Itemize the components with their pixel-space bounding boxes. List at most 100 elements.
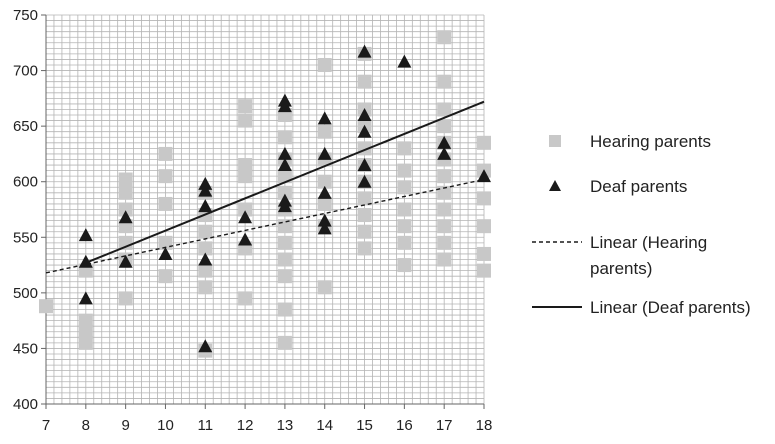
hearing-parents-point	[39, 299, 53, 314]
linear-deaf-parents-line	[85, 100, 485, 264]
deaf-parents-point	[357, 44, 372, 58]
hearing-parents-point	[238, 99, 253, 114]
hearing-parents-point	[238, 169, 253, 184]
y-tick-label: 450	[13, 340, 38, 357]
hearing-parents-point	[238, 158, 253, 173]
hearing-parents-point	[317, 124, 332, 139]
hearing-parents-point	[437, 202, 452, 217]
x-tick-label: 8	[82, 417, 90, 434]
x-tick-label: 15	[356, 417, 373, 434]
hearing-parents-point	[277, 335, 292, 350]
deaf-parents-point	[317, 185, 332, 199]
deaf-parents-point	[198, 199, 213, 213]
deaf-parents-point	[198, 252, 213, 266]
hearing-parents-point	[158, 196, 173, 211]
hearing-parents-point	[238, 113, 253, 128]
deaf-parents-point	[437, 135, 452, 149]
deaf-parents-point	[78, 254, 93, 268]
hearing-parents-point	[158, 269, 173, 284]
hearing-parents-point	[158, 169, 173, 184]
hearing-parents-point	[437, 252, 452, 267]
linear-hearing-parents-line	[45, 178, 485, 274]
grid	[45, 14, 485, 405]
y-tick-label: 600	[13, 174, 38, 191]
hearing-parents-point	[477, 263, 491, 278]
x-tick-label: 14	[316, 417, 333, 434]
x-tick-label: 7	[42, 417, 50, 434]
x-tick-label: 12	[237, 417, 254, 434]
hearing-parents-point	[437, 102, 452, 117]
y-tick-label: 500	[13, 285, 38, 302]
deaf-parents-point	[238, 232, 253, 246]
hearing-parents-point	[317, 174, 332, 189]
deaf-parents-point	[397, 54, 412, 68]
deaf-parents-point	[198, 176, 213, 190]
hearing-parents-point	[277, 269, 292, 284]
hearing-parents-point	[437, 169, 452, 184]
hearing-parents-point	[357, 224, 372, 239]
legend-label: parents)	[590, 259, 652, 278]
deaf-parents-point	[357, 124, 372, 138]
x-tick-label: 16	[396, 417, 413, 434]
x-tick-label: 11	[197, 417, 213, 434]
hearing-parents-point	[277, 235, 292, 250]
hearing-parents-point	[477, 246, 491, 261]
hearing-parents-point	[397, 235, 412, 250]
hearing-parents-point	[277, 302, 292, 317]
hearing-parents-point	[437, 30, 452, 45]
legend-label: Hearing parents	[590, 132, 711, 151]
y-tick-label: 400	[13, 396, 38, 413]
hearing-parents-point	[357, 208, 372, 223]
hearing-parents-point	[397, 180, 412, 195]
hearing-parents-point	[238, 202, 253, 217]
deaf-parents-point	[78, 291, 93, 305]
hearing-parents-point	[118, 172, 133, 187]
axes	[41, 14, 485, 409]
y-tick-label: 550	[13, 229, 38, 246]
hearing-parents-point	[397, 202, 412, 217]
hearing-parents-point	[158, 235, 173, 250]
deaf-parents-point	[198, 339, 213, 353]
hearing-parents-point	[118, 291, 133, 306]
deaf-parents-point	[357, 174, 372, 188]
y-tick-label: 650	[13, 118, 38, 135]
deaf-parents-point	[118, 254, 133, 268]
hearing-parents-point	[357, 191, 372, 206]
hearing-parents-point	[78, 335, 93, 350]
deaf-parents-point	[477, 169, 491, 183]
y-tick-labels: 400 450 500 550 600 650 700 750	[13, 7, 38, 413]
x-tick-label: 10	[157, 417, 174, 434]
legend-label: Linear (Hearing	[590, 233, 707, 252]
hearing-parents-point	[277, 219, 292, 234]
hearing-parents-point	[397, 163, 412, 178]
hearing-parents-point	[357, 241, 372, 256]
deaf-parents-point	[198, 183, 213, 197]
x-tick-label: 17	[436, 417, 453, 434]
y-tick-label: 750	[13, 7, 38, 24]
x-tick-label: 13	[277, 417, 294, 434]
deaf-parents-point	[357, 158, 372, 172]
hearing-parents-point	[198, 280, 213, 295]
hearing-parents-point	[397, 258, 412, 273]
deaf-parents-point	[317, 221, 332, 235]
deaf-parents-point	[158, 246, 173, 260]
hearing-parents-point	[397, 141, 412, 156]
hearing-parents-point	[277, 252, 292, 267]
deaf-parents-point	[277, 158, 292, 172]
deaf-parents-point	[317, 213, 332, 227]
deaf-parents-point	[437, 146, 452, 160]
hearing-parents-point	[477, 219, 491, 234]
hearing-parents-point	[238, 291, 253, 306]
hearing-parents-point	[437, 185, 452, 200]
legend-label: Linear (Deaf parents)	[590, 298, 751, 317]
deaf-parents-point	[357, 108, 372, 122]
hearing-parents-point	[437, 235, 452, 250]
y-tick-label: 700	[13, 63, 38, 80]
hearing-parents-point	[317, 58, 332, 73]
hearing-parents-point	[198, 263, 213, 278]
deaf-parents-point	[277, 146, 292, 160]
hearing-parents-point	[437, 119, 452, 134]
hearing-parents-point	[317, 196, 332, 211]
legend-deaf-parents-triangle	[549, 180, 561, 191]
